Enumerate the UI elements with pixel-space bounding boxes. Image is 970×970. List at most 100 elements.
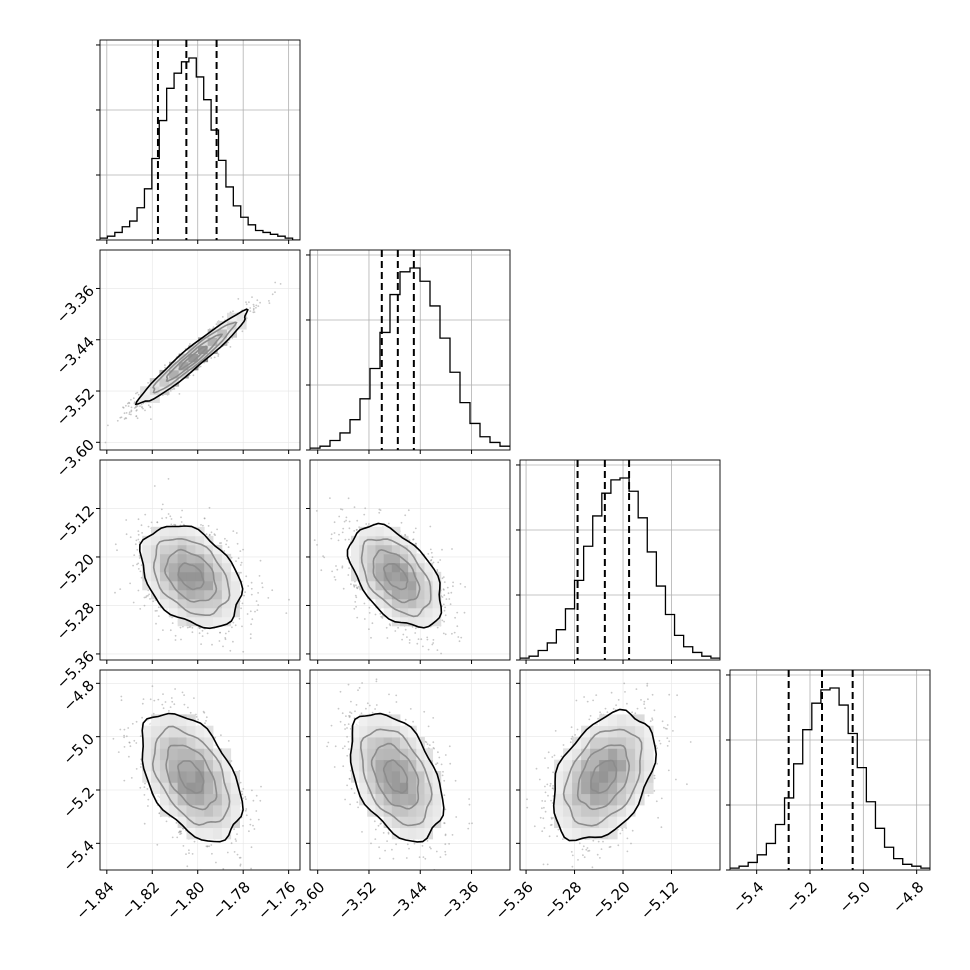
- sample-point: [133, 407, 136, 409]
- sample-point: [141, 406, 143, 409]
- sample-point: [363, 513, 366, 516]
- sample-point: [240, 561, 243, 564]
- sample-point: [144, 513, 147, 516]
- sample-point: [368, 628, 370, 631]
- sample-point: [354, 594, 357, 597]
- sample-point: [255, 600, 258, 602]
- sample-point: [431, 556, 434, 559]
- sample-point: [130, 406, 133, 409]
- sample-point: [444, 633, 447, 636]
- sample-point: [442, 588, 445, 590]
- sample-point: [429, 525, 432, 528]
- sample-point: [240, 571, 242, 574]
- sample-point: [400, 521, 403, 524]
- sample-point: [114, 543, 117, 546]
- sample-point: [417, 638, 420, 640]
- sample-point: [249, 307, 252, 309]
- sample-point: [429, 548, 432, 551]
- sample-point: [169, 629, 172, 632]
- sample-point: [136, 391, 139, 394]
- sample-point: [147, 382, 150, 384]
- sample-point: [285, 612, 288, 614]
- sample-point: [347, 497, 350, 500]
- sample-point: [216, 528, 219, 531]
- sample-point: [330, 537, 333, 540]
- sample-point: [432, 642, 435, 644]
- sample-point: [452, 581, 454, 584]
- sample-point: [412, 538, 414, 541]
- sample-point: [227, 546, 230, 548]
- sample-point: [140, 403, 143, 406]
- sample-point: [224, 632, 227, 635]
- sample-point: [422, 645, 424, 648]
- sample-point: [333, 521, 336, 524]
- density-cell: [177, 616, 187, 627]
- sample-point: [135, 768, 138, 770]
- sample-point: [245, 301, 247, 304]
- sample-point: [401, 638, 403, 641]
- sample-point: [271, 293, 274, 296]
- sample-point: [219, 631, 221, 634]
- sample-point: [211, 643, 213, 646]
- sample-point: [235, 560, 237, 562]
- sample-point: [412, 531, 415, 534]
- sample-point: [338, 533, 340, 536]
- sample-point: [143, 822, 146, 825]
- sample-point: [164, 366, 166, 369]
- sample-point: [114, 591, 116, 594]
- sample-point: [129, 745, 132, 748]
- sample-point: [147, 404, 150, 407]
- sample-point: [239, 564, 242, 566]
- sample-point: [186, 865, 189, 868]
- sample-point: [127, 727, 130, 729]
- sample-point: [176, 836, 179, 839]
- sample-point: [125, 412, 128, 414]
- sample-point: [137, 393, 140, 396]
- sample-point: [235, 840, 238, 842]
- sample-point: [132, 397, 135, 400]
- sample-point: [198, 632, 201, 635]
- sample-point: [430, 559, 432, 562]
- sample-point: [233, 828, 236, 831]
- sample-point: [257, 305, 260, 307]
- sample-point: [363, 602, 366, 605]
- sample-point: [256, 609, 259, 611]
- sample-point: [368, 612, 371, 614]
- panel-frame: [309, 459, 511, 661]
- sample-point: [385, 626, 388, 629]
- sample-point: [460, 636, 463, 639]
- sample-point: [257, 592, 259, 594]
- sample-point: [128, 741, 131, 744]
- sample-point: [248, 301, 250, 304]
- sample-point: [444, 614, 447, 617]
- sample-point: [229, 311, 232, 314]
- sample-point: [144, 409, 146, 412]
- sample-point: [208, 506, 211, 509]
- sample-point: [130, 413, 132, 416]
- sample-point: [224, 537, 226, 540]
- sample-point: [414, 632, 417, 634]
- sample-point: [353, 607, 356, 610]
- sample-point: [237, 557, 240, 560]
- sample-point: [443, 581, 446, 583]
- sample-point: [171, 836, 174, 839]
- sample-point: [180, 638, 182, 641]
- sample-point: [221, 316, 224, 318]
- sample-point: [235, 532, 238, 534]
- sample-point: [249, 637, 252, 640]
- sample-point: [193, 840, 196, 843]
- sample-point: [170, 523, 173, 526]
- sample-point: [210, 531, 213, 534]
- sample-point: [448, 598, 451, 600]
- sample-point: [116, 549, 118, 552]
- sample-point: [404, 628, 407, 631]
- sample-point: [268, 300, 270, 302]
- sample-point: [191, 631, 194, 634]
- sample-point: [446, 586, 449, 589]
- sample-point: [331, 570, 333, 573]
- sample-point: [353, 530, 356, 532]
- sample-point: [387, 522, 390, 525]
- sample-point: [348, 527, 351, 530]
- sample-point: [451, 632, 453, 635]
- sample-point: [249, 818, 252, 821]
